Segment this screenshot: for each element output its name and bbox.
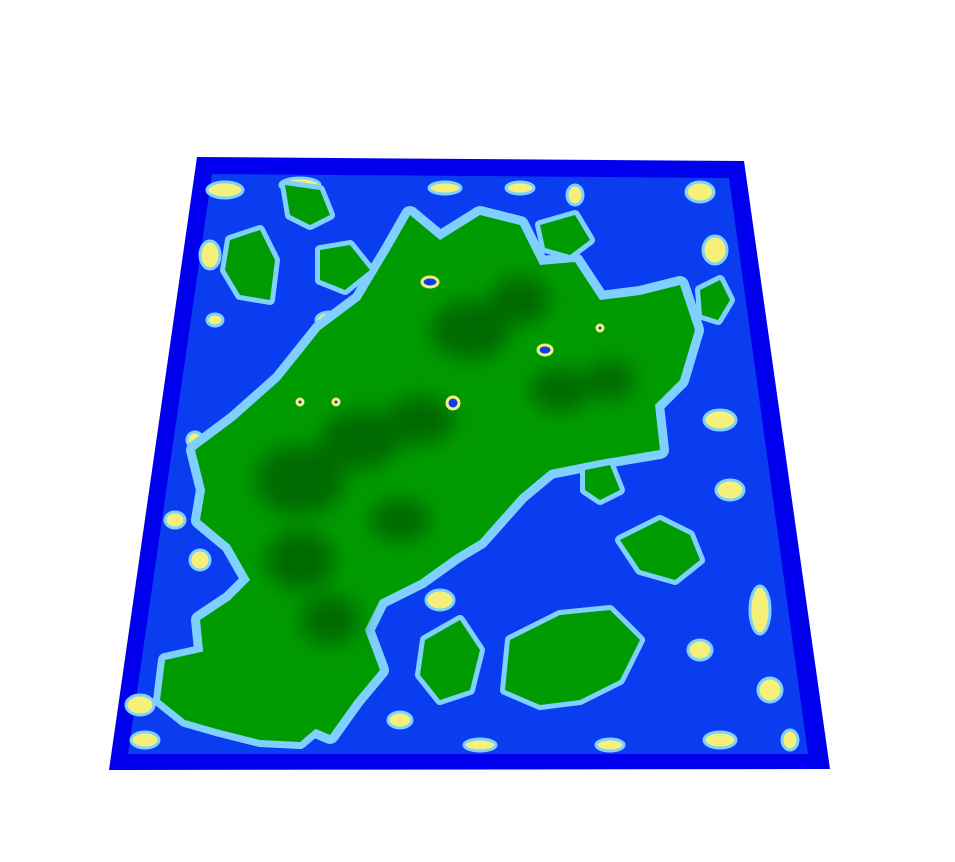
island-grass <box>225 230 275 300</box>
sandbar <box>462 737 498 753</box>
lake <box>331 397 341 407</box>
sandbar <box>594 737 626 753</box>
sandbar <box>504 180 536 196</box>
sandbar <box>756 676 784 704</box>
sandbar <box>684 180 716 204</box>
forest-shade <box>430 300 510 360</box>
island-grass <box>620 520 700 580</box>
forest-shade <box>370 498 430 542</box>
sandbar <box>714 478 746 502</box>
sandbar <box>163 510 187 530</box>
island-grass <box>420 620 480 700</box>
sandbar <box>205 312 225 328</box>
sandbar <box>124 693 156 717</box>
forest-shade <box>255 445 345 515</box>
lake <box>445 395 461 411</box>
lakes-layer <box>295 275 605 411</box>
island-grass <box>700 280 730 320</box>
sandbar <box>780 728 800 752</box>
island-grass <box>505 610 640 705</box>
peninsula-grass <box>160 650 320 742</box>
sandbar <box>427 180 463 196</box>
sandbar <box>129 730 161 750</box>
sandbar <box>701 234 729 266</box>
island-grass <box>540 215 590 255</box>
sandbar <box>386 710 414 730</box>
lake <box>595 323 605 333</box>
island-grass <box>320 245 370 290</box>
sandbar <box>702 408 738 432</box>
sandbar <box>205 180 245 200</box>
sandbar <box>198 239 222 271</box>
forest-shade <box>300 595 360 645</box>
forest-shade <box>490 275 550 325</box>
forest-shade <box>585 360 635 400</box>
sandbar <box>565 183 585 207</box>
forest-shade <box>320 410 400 470</box>
sandbar <box>686 638 714 662</box>
forest-shade <box>530 368 590 412</box>
forest-shade <box>385 395 455 445</box>
island-grass <box>585 465 620 500</box>
sandbar <box>702 730 738 750</box>
forest-shade <box>265 530 335 590</box>
lake <box>420 275 440 289</box>
forest-shade-layer <box>255 275 635 645</box>
lake <box>295 397 305 407</box>
lake <box>536 343 554 357</box>
island-grass <box>285 185 330 225</box>
sandbar <box>748 584 772 636</box>
sandbar <box>424 588 456 612</box>
sandbar <box>188 548 212 572</box>
